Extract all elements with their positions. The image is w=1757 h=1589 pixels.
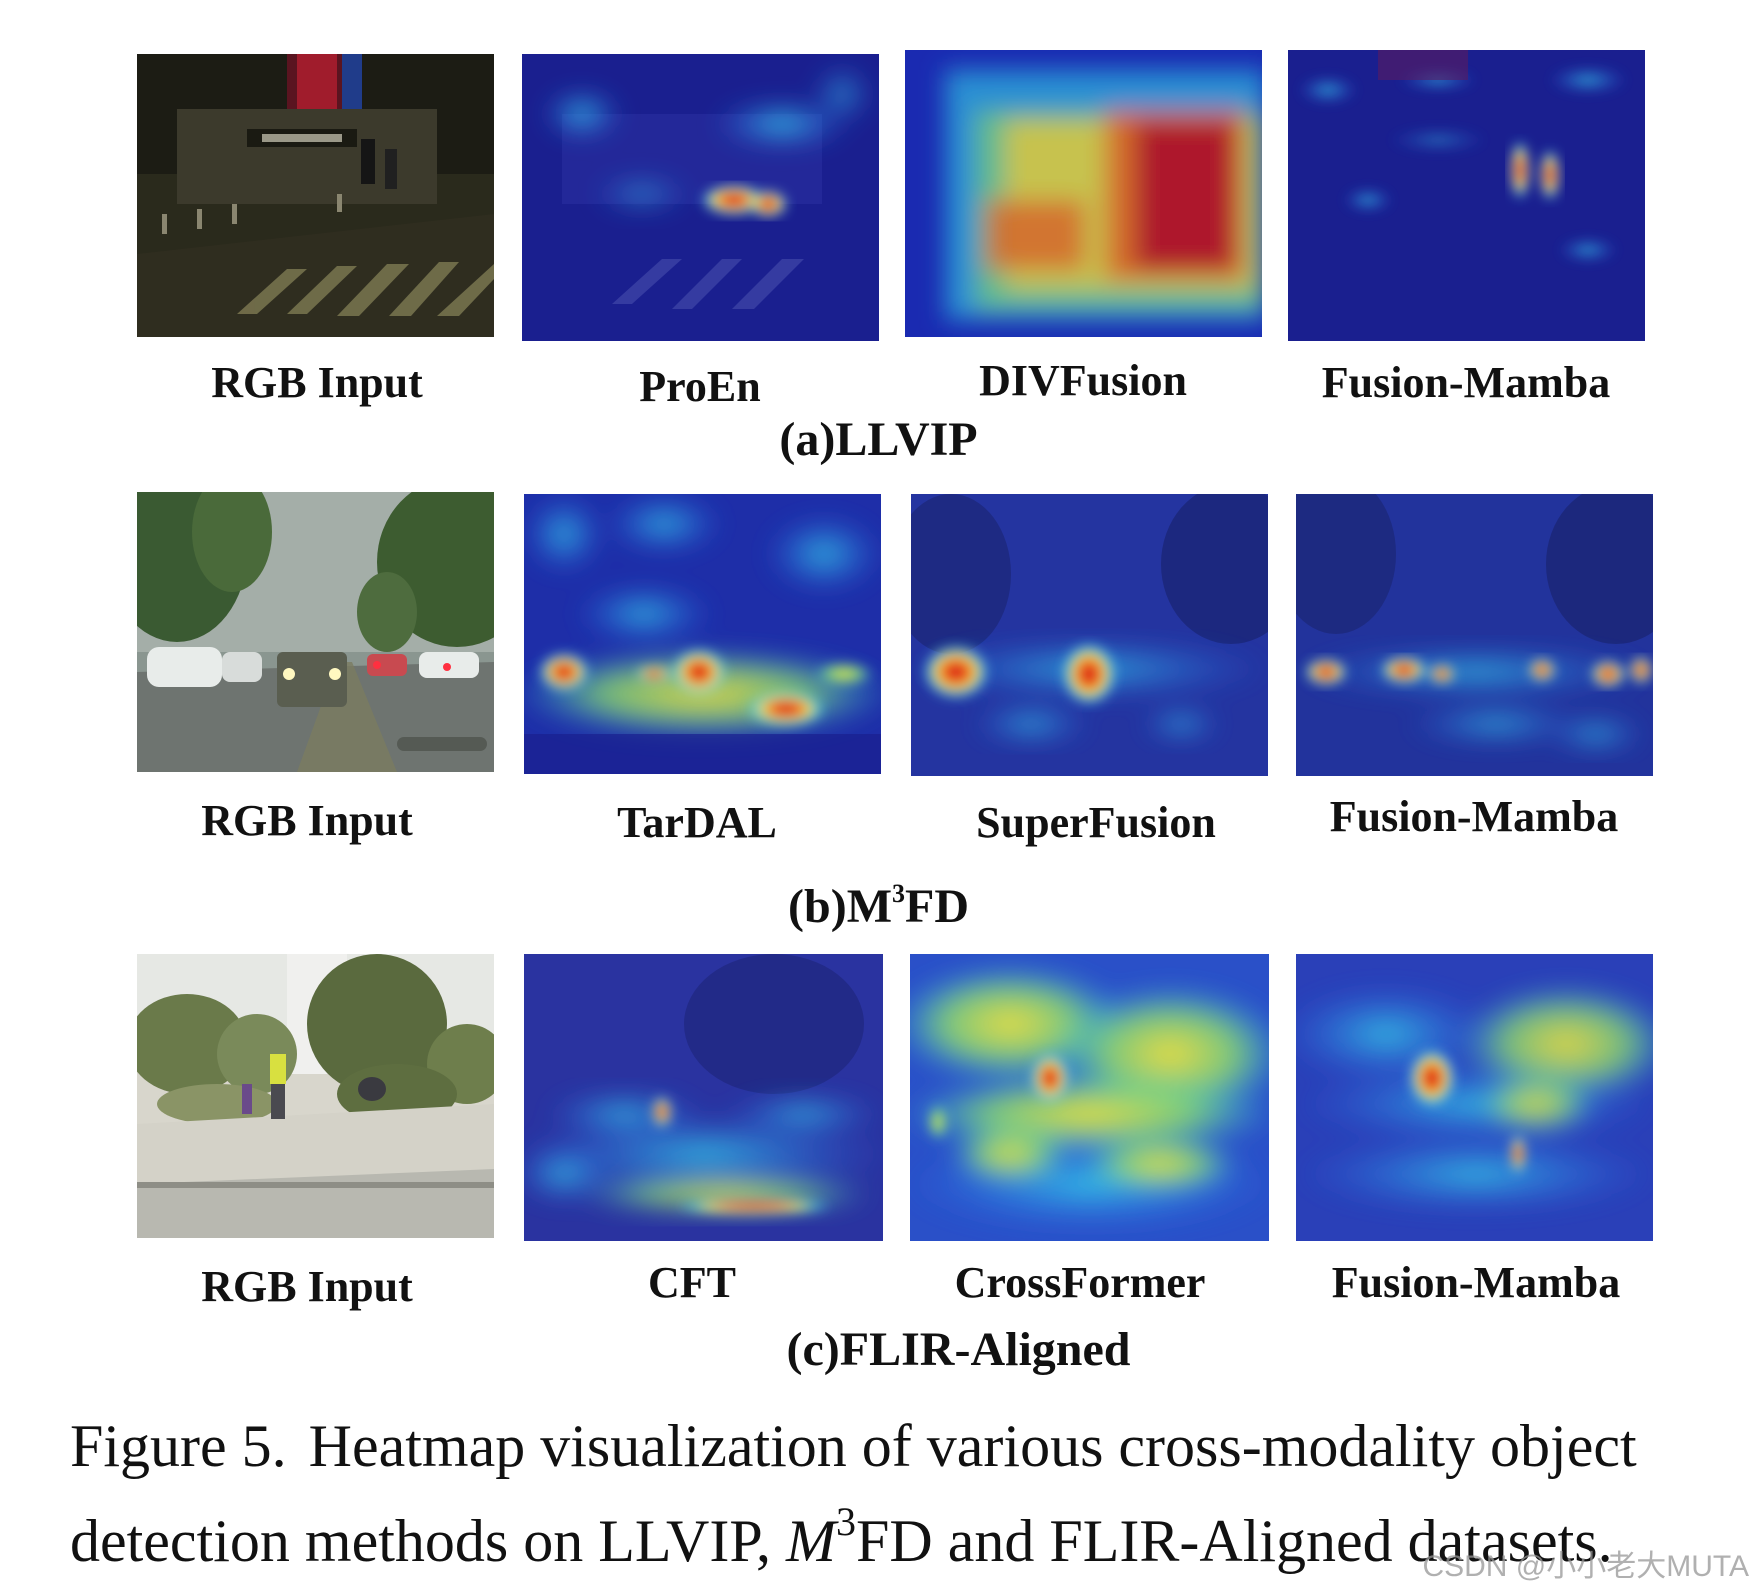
llvip-divfusion-heatmap bbox=[905, 50, 1262, 337]
llvip-divfusion-label: DIVFusion bbox=[979, 356, 1187, 405]
subcaption-flir-prefix: (c) bbox=[786, 1323, 840, 1376]
subcaption-m3fd-suffix: FD bbox=[905, 880, 969, 933]
flir-crossformer-heatmap bbox=[910, 954, 1269, 1241]
flir-fusion-mamba-label: Fusion-Mamba bbox=[1331, 1258, 1621, 1307]
flir-fusion-mamba-heatmap bbox=[1296, 954, 1653, 1241]
watermark-text: CSDN @小小老大MUTA bbox=[1422, 1550, 1749, 1583]
subcaption-m3fd-prefix: (b) bbox=[788, 880, 847, 933]
flir-cft-label: CFT bbox=[648, 1258, 736, 1307]
m3fd-fusion-mamba-heatmap bbox=[1296, 494, 1653, 776]
m3fd-rgb-input-label: RGB Input bbox=[201, 796, 413, 845]
llvip-rgb-input-image bbox=[137, 54, 494, 337]
subcaption-m3fd-name: M bbox=[846, 880, 892, 933]
m3fd-tardal-heatmap bbox=[524, 494, 881, 774]
subcaption-m3fd-superscript: 3 bbox=[892, 879, 905, 908]
llvip-rgb-input-label: RGB Input bbox=[211, 358, 423, 407]
flir-cft-heatmap bbox=[524, 954, 883, 1241]
flir-crossformer-label: CrossFormer bbox=[954, 1258, 1206, 1307]
subcaption-flir: (c)FLIR-Aligned bbox=[80, 1322, 1757, 1378]
caption-math-base: M bbox=[786, 1508, 837, 1574]
caption-text-start: Heatmap visualization of various cross-m… bbox=[70, 1413, 1637, 1574]
m3fd-tardal-label: TarDAL bbox=[617, 798, 777, 847]
caption-math-superscript: 3 bbox=[836, 1499, 857, 1544]
figure-number: Figure 5. bbox=[70, 1413, 287, 1479]
m3fd-superfusion-label: SuperFusion bbox=[976, 798, 1216, 847]
figure-caption: Figure 5. Heatmap visualization of variou… bbox=[70, 1408, 1740, 1579]
m3fd-rgb-input-image bbox=[137, 492, 494, 772]
subcaption-m3fd: (b)M3FD bbox=[0, 866, 1757, 935]
subcaption-llvip: (a)LLVIP bbox=[0, 412, 1757, 468]
subcaption-llvip-prefix: (a) bbox=[779, 413, 836, 466]
caption-math: M3 bbox=[786, 1499, 856, 1574]
flir-rgb-input-image bbox=[137, 954, 494, 1238]
llvip-proen-label: ProEn bbox=[639, 362, 761, 411]
subcaption-flir-name: FLIR-Aligned bbox=[839, 1323, 1131, 1376]
m3fd-fusion-mamba-label: Fusion-Mamba bbox=[1329, 792, 1619, 841]
caption-text-end: FD and FLIR-Aligned datasets. bbox=[856, 1508, 1613, 1574]
llvip-fusion-mamba-label: Fusion-Mamba bbox=[1321, 358, 1611, 407]
flir-rgb-input-label: RGB Input bbox=[201, 1262, 413, 1311]
llvip-fusion-mamba-heatmap bbox=[1288, 50, 1645, 341]
m3fd-superfusion-heatmap bbox=[911, 494, 1268, 776]
subcaption-llvip-name: LLVIP bbox=[835, 413, 978, 466]
llvip-proen-heatmap bbox=[522, 54, 879, 341]
